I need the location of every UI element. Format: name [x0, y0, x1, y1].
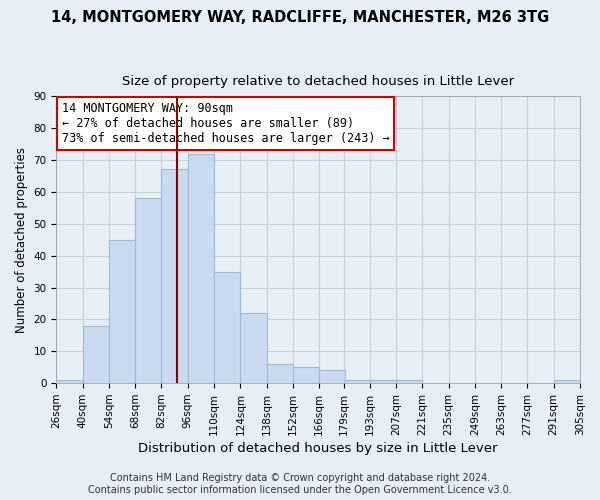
Bar — [319, 370, 346, 383]
Bar — [344, 380, 370, 383]
Bar — [370, 380, 396, 383]
Bar — [396, 380, 422, 383]
Text: Contains HM Land Registry data © Crown copyright and database right 2024.
Contai: Contains HM Land Registry data © Crown c… — [88, 474, 512, 495]
Bar — [241, 313, 266, 383]
Bar — [293, 368, 319, 383]
Text: 14, MONTGOMERY WAY, RADCLIFFE, MANCHESTER, M26 3TG: 14, MONTGOMERY WAY, RADCLIFFE, MANCHESTE… — [51, 10, 549, 25]
Y-axis label: Number of detached properties: Number of detached properties — [15, 146, 28, 332]
Bar — [554, 380, 580, 383]
Title: Size of property relative to detached houses in Little Lever: Size of property relative to detached ho… — [122, 75, 514, 88]
Bar — [135, 198, 161, 383]
Bar — [109, 240, 135, 383]
Bar — [83, 326, 109, 383]
Bar — [56, 380, 83, 383]
Bar — [161, 170, 188, 383]
Text: 14 MONTGOMERY WAY: 90sqm
← 27% of detached houses are smaller (89)
73% of semi-d: 14 MONTGOMERY WAY: 90sqm ← 27% of detach… — [62, 102, 389, 145]
Bar — [266, 364, 293, 383]
Bar — [188, 154, 214, 383]
X-axis label: Distribution of detached houses by size in Little Lever: Distribution of detached houses by size … — [139, 442, 498, 455]
Bar — [214, 272, 241, 383]
